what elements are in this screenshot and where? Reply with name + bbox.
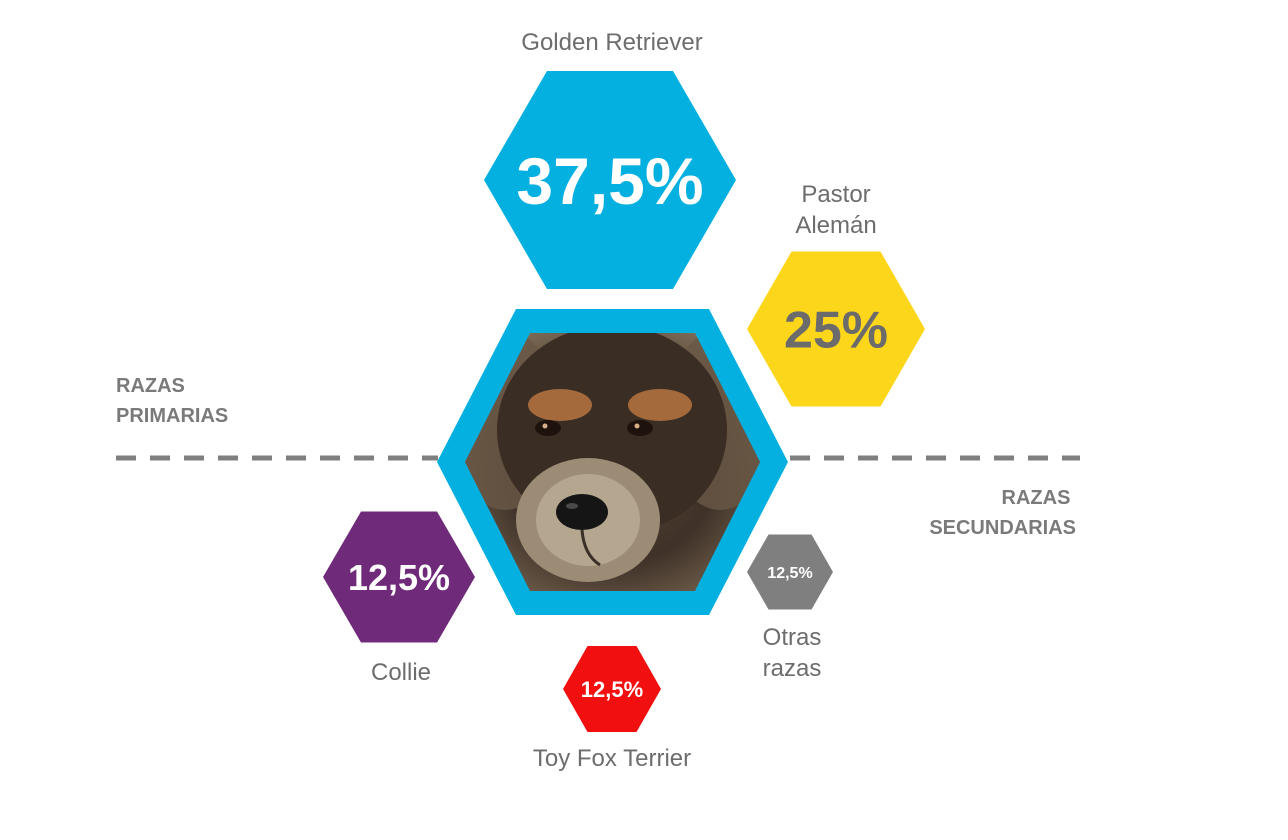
percent-golden-retriever: 37,5% (516, 144, 703, 218)
name-pastor-aleman: Pastor Alemán (795, 181, 876, 239)
dog-photo (465, 333, 760, 591)
name-collie: Collie (371, 659, 431, 686)
center-photo (437, 309, 788, 615)
name-golden-retriever: Golden Retriever (521, 29, 702, 56)
breed-collie: 12,5% Collie (323, 511, 475, 686)
name-line-pastor-aleman-2: Alemán (795, 212, 876, 239)
primary-label-line-1: RAZAS (116, 375, 185, 397)
hexagon-pastor-aleman (747, 251, 925, 407)
percent-otras-razas: 12,5% (767, 565, 812, 582)
hexagon-golden-retriever (484, 71, 736, 289)
breed-hexagons: 37,5% Golden Retriever 25% Pastor Alemán 12,5… (323, 29, 925, 772)
hexagon-toy-fox-terrier (563, 646, 661, 732)
secondary-label: RAZAS SECUNDARIAS (929, 487, 1076, 539)
primary-label-line-2: PRIMARIAS (116, 405, 228, 427)
name-otras-razas: Otras razas (763, 624, 822, 682)
name-line-otras-razas-2: razas (763, 655, 822, 682)
percent-collie: 12,5% (348, 557, 450, 598)
percent-toy-fox-terrier: 12,5% (581, 677, 643, 702)
secondary-label-line-1: RAZAS (1002, 487, 1071, 509)
hexagon-collie (323, 511, 475, 643)
name-line-toy-fox-terrier-1: Toy Fox Terrier (533, 745, 691, 772)
name-line-pastor-aleman-1: Pastor (801, 181, 870, 208)
name-line-collie-1: Collie (371, 659, 431, 686)
breed-toy-fox-terrier: 12,5% Toy Fox Terrier (533, 646, 691, 772)
primary-label: RAZAS PRIMARIAS (116, 375, 228, 427)
name-toy-fox-terrier: Toy Fox Terrier (533, 745, 691, 772)
breed-golden-retriever: 37,5% Golden Retriever (484, 29, 736, 289)
name-line-golden-retriever-1: Golden Retriever (521, 29, 702, 56)
hexagon-otras-razas (747, 534, 833, 610)
percent-pastor-aleman: 25% (784, 302, 888, 360)
name-line-otras-razas-1: Otras (763, 624, 822, 651)
breed-otras-razas: 12,5% Otras razas (747, 534, 833, 682)
breed-pastor-aleman: 25% Pastor Alemán (747, 181, 925, 407)
secondary-label-line-2: SECUNDARIAS (929, 517, 1076, 539)
